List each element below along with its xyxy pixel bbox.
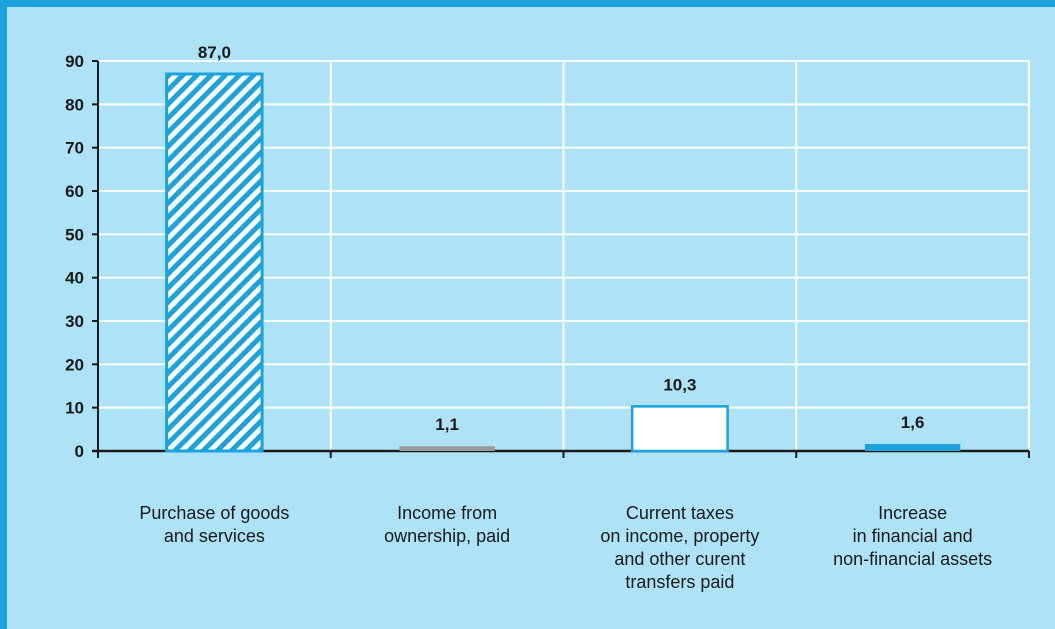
y-tick-label: 70 xyxy=(65,139,84,158)
bar xyxy=(864,444,961,451)
value-label: 1,1 xyxy=(435,415,459,434)
y-tick-label: 20 xyxy=(65,355,84,374)
y-tick-label: 60 xyxy=(65,182,84,201)
bar xyxy=(630,405,729,453)
bar-chart: 0 10 20 30 40 50 60 70 80 90 87,0 1,1 10,3 1,6 Purch… xyxy=(65,43,1030,592)
category-label: Increase in financial and non-financial as… xyxy=(833,503,992,569)
y-tick-label: 0 xyxy=(75,442,84,461)
category-labels: Purchase of goods and services Income from… xyxy=(139,503,992,592)
bar xyxy=(399,446,495,451)
y-tick-label: 30 xyxy=(65,312,84,331)
y-tick-label: 10 xyxy=(65,399,84,418)
value-labels: 87,0 1,1 10,3 1,6 xyxy=(198,43,925,434)
category-label: Income from ownership, paid xyxy=(384,503,510,546)
value-label: 10,3 xyxy=(663,375,696,394)
value-label: 1,6 xyxy=(901,413,925,432)
y-axis-ticks: 0 10 20 30 40 50 60 70 80 90 xyxy=(65,52,98,461)
bar xyxy=(165,72,264,453)
bars xyxy=(165,72,961,453)
y-tick-label: 80 xyxy=(65,95,84,114)
y-tick-label: 40 xyxy=(65,269,84,288)
value-label: 87,0 xyxy=(198,43,231,62)
y-tick-label: 90 xyxy=(65,52,84,71)
category-label: Purchase of goods and services xyxy=(139,503,289,546)
y-tick-label: 50 xyxy=(65,225,84,244)
category-label: Current taxes on income, property and othe… xyxy=(600,503,759,592)
